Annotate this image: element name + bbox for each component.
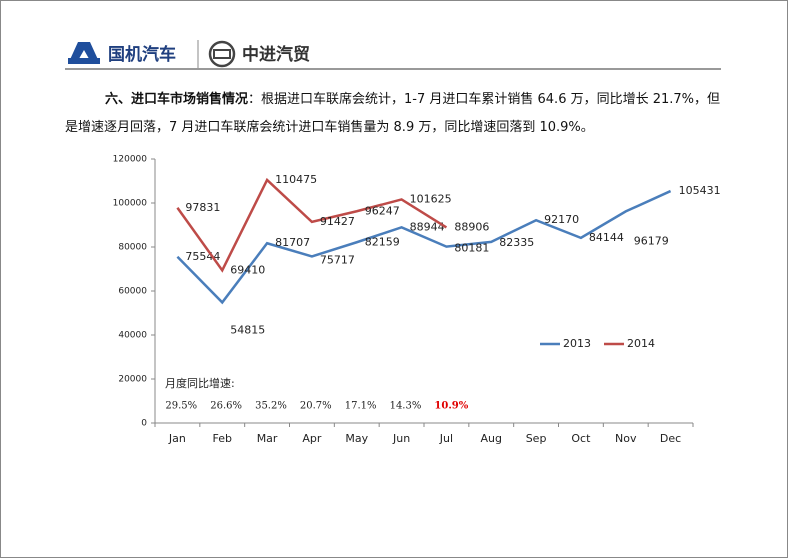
data-label: 69410 [230,263,265,276]
y-tick-label: 100000 [113,199,148,209]
y-tick-label: 80000 [118,243,147,253]
x-tick-label: Mar [257,432,278,445]
data-label: 101625 [410,192,452,205]
y-tick-label: 0 [141,419,147,429]
y-tick-label: 20000 [118,375,147,385]
growth-rate: 17.1% [345,401,377,412]
x-tick-label: Jan [168,432,186,445]
data-label: 110475 [275,173,317,186]
data-label: 96179 [634,234,669,247]
data-label: 80181 [454,242,489,255]
series-line [176,189,672,305]
legend-label: 2013 [563,337,591,350]
data-label: 96247 [365,204,400,217]
x-tick-label: Sep [526,432,547,445]
data-label: 88944 [410,220,445,233]
growth-rate: 20.7% [300,401,332,412]
data-label: 75717 [320,253,355,266]
logo-right: 中进汽贸 [242,44,310,65]
data-label: 97831 [185,201,220,214]
data-label: 91427 [320,215,355,228]
data-label: 54815 [230,323,265,336]
growth-rate: 35.2% [255,401,287,412]
growth-rate: 26.6% [210,401,242,412]
y-tick-label: 120000 [113,155,148,165]
series-line [176,177,448,273]
data-label: 82159 [365,235,400,248]
data-label: 75544 [185,250,220,263]
legend-label: 2014 [627,337,655,350]
data-label: 88906 [454,220,489,233]
data-label: 82335 [499,236,534,249]
x-tick-label: Nov [615,432,637,445]
x-tick-label: Apr [302,432,322,445]
data-label: 81707 [275,236,310,249]
x-tick-label: Oct [571,432,591,445]
data-label: 105431 [679,184,721,197]
data-label: 92170 [544,213,579,226]
x-tick-label: Jun [392,432,410,445]
growth-rate: 10.9% [434,401,468,412]
y-tick-label: 40000 [118,331,147,341]
growth-title: 月度同比增速: [165,376,235,390]
y-tick-label: 60000 [118,287,147,297]
logo-left-icon [68,42,100,64]
x-tick-label: May [345,432,368,445]
data-label: 84144 [589,231,624,244]
x-tick-label: Dec [660,432,681,445]
growth-rate: 14.3% [390,401,422,412]
x-tick-label: Aug [481,432,502,445]
logo-right-icon [208,40,236,68]
paragraph-heading: 六、进口车市场销售情况 [105,92,249,107]
paragraph-text: ：根据进口车联席会统计，1-7 月进口车累计销售 64.6 万，同比增长 21.… [65,92,721,135]
x-tick-label: Jul [439,432,453,445]
growth-rate: 29.5% [165,401,197,412]
paragraph: 六、进口车市场销售情况：根据进口车联席会统计，1-7 月进口车累计销售 64.6… [65,86,725,142]
logo-left: 国机汽车 [108,44,176,65]
x-tick-label: Feb [213,432,232,445]
